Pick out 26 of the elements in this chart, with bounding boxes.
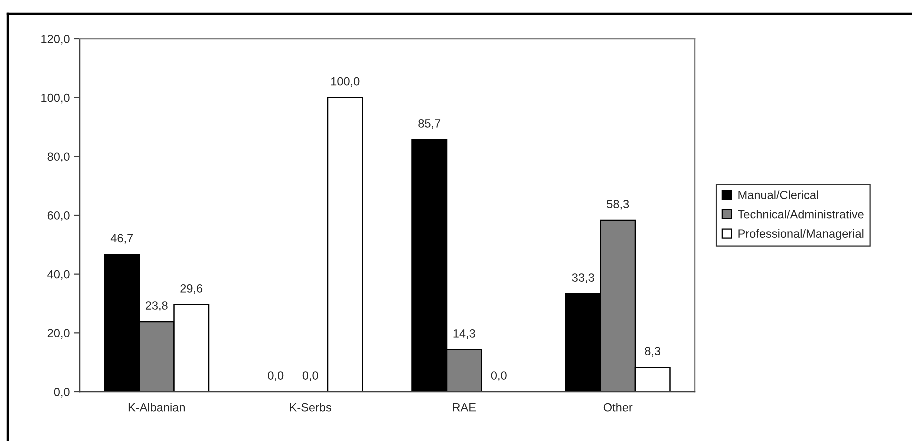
x-tick-label: K-Albanian: [128, 403, 185, 412]
data-label: 29,6: [180, 284, 203, 294]
data-label: 0,0: [268, 372, 284, 382]
y-tick-label: 20,0: [48, 329, 70, 339]
data-label: 58,3: [607, 200, 630, 210]
x-tick-label: K-Serbs: [290, 403, 332, 412]
x-tick-label: RAE: [453, 404, 476, 412]
y-tick-label: 100,0: [42, 94, 70, 104]
data-label: 46,7: [110, 234, 134, 244]
data-label: 23,8: [146, 302, 168, 312]
legend-label: Technical/Administrative: [738, 210, 864, 219]
data-label: 100,0: [332, 77, 360, 88]
y-tick-label: 80,0: [48, 152, 70, 162]
y-tick-label: 60,0: [48, 212, 70, 222]
y-tick-label: 40,0: [48, 270, 70, 280]
legend-label: Manual/Clerical: [738, 190, 818, 200]
x-tick-label: Other: [604, 403, 633, 412]
y-tick-label: 0,0: [54, 388, 70, 398]
data-label: 14,3: [454, 330, 476, 340]
data-label: 33,3: [572, 274, 594, 284]
data-label: 8,3: [645, 347, 661, 357]
data-label: 0,0: [491, 372, 507, 382]
data-label: 85,7: [418, 119, 441, 130]
legend-label: Professional/Managerial: [738, 229, 864, 240]
y-tick-label: 120,0: [42, 35, 70, 45]
data-label: 0,0: [302, 372, 318, 382]
